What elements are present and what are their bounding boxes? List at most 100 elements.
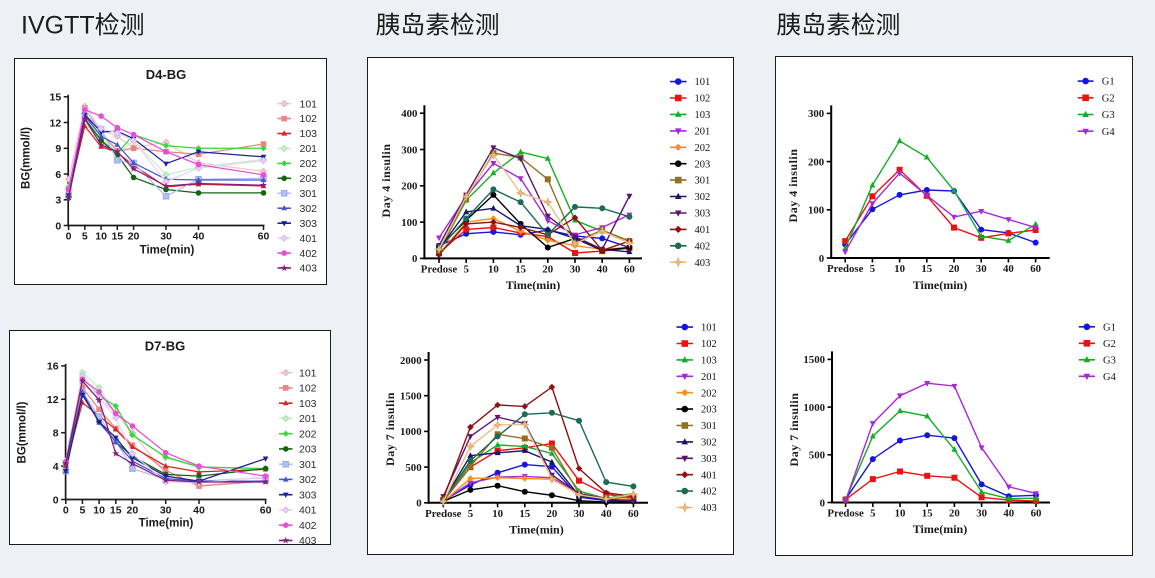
svg-text:16: 16 — [47, 361, 59, 373]
svg-text:301: 301 — [299, 459, 317, 471]
svg-text:15: 15 — [50, 92, 62, 104]
svg-text:G2: G2 — [1102, 93, 1115, 104]
svg-text:103: 103 — [300, 128, 318, 140]
svg-text:101: 101 — [695, 77, 711, 88]
svg-text:0: 0 — [416, 498, 421, 510]
svg-text:Day 4 insulin: Day 4 insulin — [379, 144, 393, 218]
svg-text:402: 402 — [695, 241, 711, 252]
svg-text:303: 303 — [695, 209, 711, 220]
svg-text:100: 100 — [401, 217, 417, 229]
svg-text:G4: G4 — [1102, 127, 1116, 138]
svg-text:Time(min): Time(min) — [139, 518, 194, 530]
svg-text:BG(mmol/l): BG(mmol/l) — [17, 401, 29, 463]
svg-text:20: 20 — [949, 508, 960, 520]
svg-text:30: 30 — [574, 508, 585, 520]
svg-text:4: 4 — [53, 461, 59, 473]
svg-text:1000: 1000 — [803, 402, 825, 414]
svg-text:102: 102 — [299, 383, 317, 395]
svg-text:15: 15 — [519, 508, 530, 520]
svg-text:101: 101 — [701, 323, 717, 334]
svg-text:G2: G2 — [1103, 339, 1116, 350]
svg-text:60: 60 — [628, 508, 639, 520]
svg-text:103: 103 — [299, 398, 317, 410]
svg-text:500: 500 — [809, 450, 825, 462]
svg-text:Day 7 insulin: Day 7 insulin — [787, 393, 801, 467]
svg-text:30: 30 — [160, 231, 172, 243]
svg-text:400: 400 — [401, 108, 417, 120]
svg-text:D4-BG: D4-BG — [146, 67, 186, 82]
svg-text:5: 5 — [870, 508, 875, 520]
svg-text:3: 3 — [55, 195, 61, 207]
svg-text:201: 201 — [695, 127, 711, 138]
svg-text:302: 302 — [695, 192, 711, 203]
svg-text:101: 101 — [300, 98, 318, 110]
svg-text:Predose: Predose — [827, 263, 864, 275]
svg-text:40: 40 — [601, 508, 612, 520]
svg-text:1000: 1000 — [400, 426, 422, 438]
svg-text:102: 102 — [701, 339, 717, 350]
svg-text:300: 300 — [808, 108, 824, 120]
svg-text:30: 30 — [160, 505, 172, 517]
svg-text:Time(min): Time(min) — [140, 245, 195, 257]
svg-text:60: 60 — [258, 231, 270, 243]
svg-text:G1: G1 — [1103, 322, 1116, 333]
svg-text:5: 5 — [80, 505, 86, 517]
svg-text:102: 102 — [300, 113, 318, 125]
svg-text:102: 102 — [695, 94, 711, 105]
svg-text:30: 30 — [976, 263, 987, 275]
svg-text:60: 60 — [624, 264, 635, 276]
svg-text:20: 20 — [547, 508, 558, 520]
svg-text:20: 20 — [542, 264, 553, 276]
svg-text:Predose: Predose — [425, 508, 462, 520]
svg-text:60: 60 — [260, 505, 272, 517]
svg-text:Time(min): Time(min) — [509, 523, 563, 537]
svg-text:IVGTT: IVGTT — [21, 12, 95, 40]
svg-text:0: 0 — [63, 505, 69, 517]
svg-text:302: 302 — [299, 474, 317, 486]
svg-text:203: 203 — [695, 159, 711, 170]
svg-text:G3: G3 — [1103, 355, 1116, 366]
svg-text:403: 403 — [695, 258, 711, 269]
svg-text:401: 401 — [299, 505, 317, 517]
svg-text:303: 303 — [701, 454, 717, 465]
svg-text:5: 5 — [870, 263, 875, 275]
svg-text:10: 10 — [93, 505, 105, 517]
svg-text:D7-BG: D7-BG — [145, 339, 185, 354]
svg-text:103: 103 — [701, 356, 717, 367]
svg-text:6: 6 — [55, 169, 61, 181]
svg-text:15: 15 — [515, 264, 526, 276]
svg-text:9: 9 — [55, 143, 61, 155]
svg-text:G1: G1 — [1102, 77, 1115, 88]
svg-text:203: 203 — [701, 405, 717, 416]
svg-text:201: 201 — [299, 413, 317, 425]
svg-text:15: 15 — [111, 231, 123, 243]
svg-text:30: 30 — [976, 508, 987, 520]
svg-text:202: 202 — [701, 388, 717, 399]
svg-text:60: 60 — [1031, 508, 1042, 520]
svg-text:0: 0 — [55, 220, 61, 232]
svg-text:15: 15 — [110, 505, 122, 517]
svg-text:303: 303 — [300, 218, 318, 230]
svg-text:301: 301 — [701, 421, 717, 432]
svg-text:5: 5 — [82, 231, 88, 243]
svg-text:402: 402 — [300, 248, 318, 260]
svg-text:101: 101 — [299, 367, 317, 379]
svg-text:302: 302 — [300, 203, 318, 215]
svg-text:403: 403 — [299, 535, 317, 547]
svg-text:Time(min): Time(min) — [506, 278, 560, 292]
svg-text:200: 200 — [808, 156, 824, 168]
svg-text:200: 200 — [401, 181, 417, 193]
svg-text:15: 15 — [921, 263, 932, 275]
svg-text:201: 201 — [300, 143, 318, 155]
svg-text:0: 0 — [412, 253, 417, 265]
svg-text:8: 8 — [53, 428, 59, 440]
svg-text:60: 60 — [1030, 263, 1041, 275]
svg-text:10: 10 — [894, 263, 905, 275]
svg-text:Predose: Predose — [421, 264, 458, 276]
svg-text:20: 20 — [128, 231, 140, 243]
svg-text:10: 10 — [895, 508, 906, 520]
svg-text:100: 100 — [808, 205, 824, 217]
svg-text:202: 202 — [299, 428, 317, 440]
svg-text:G4: G4 — [1103, 372, 1117, 383]
svg-text:401: 401 — [701, 470, 717, 481]
